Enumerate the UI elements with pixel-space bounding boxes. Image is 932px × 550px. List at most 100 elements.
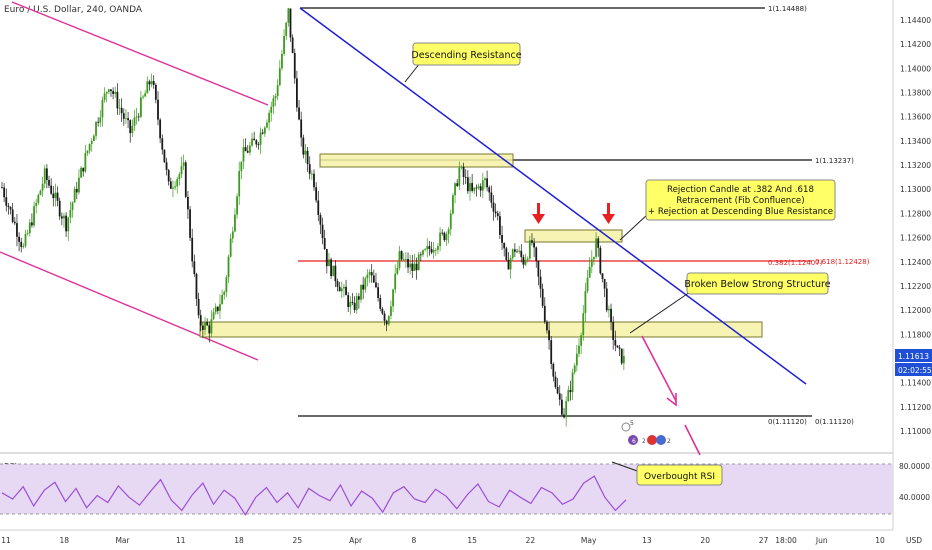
time-tick-label: 18:00 (775, 536, 797, 545)
svg-text:2: 2 (667, 438, 671, 445)
candle-body (556, 387, 559, 394)
time-tick-label: 8 (411, 536, 416, 545)
candle-body (31, 222, 33, 226)
candle-body (248, 145, 251, 153)
candle-body (140, 97, 142, 117)
candle-body (234, 214, 236, 232)
candle-body (137, 116, 140, 118)
candle-body (99, 117, 102, 123)
candle-body (430, 248, 433, 253)
price-axis[interactable]: 1.14400 1.14200 1.14000 1.13800 1.13600 1.134… (900, 16, 931, 436)
candle-body (325, 249, 328, 267)
candle-body (161, 138, 164, 150)
candle-body (441, 232, 444, 234)
candle-body (402, 259, 405, 260)
candle-body (445, 234, 448, 241)
price-tick-label: 1.12000 (900, 306, 931, 315)
candle-body (424, 249, 427, 251)
candle-body (473, 187, 476, 191)
event-badge-icon[interactable] (621, 422, 631, 432)
descending-resistance-line[interactable] (299, 7, 807, 385)
candle-body (432, 249, 435, 253)
candle-body (593, 256, 595, 260)
time-tick-label: 11 (176, 536, 186, 545)
candle-body (434, 249, 437, 251)
candle-body (428, 246, 431, 249)
callout-rejection-line2: Retracement (Fib Confluence) (676, 196, 804, 206)
candle-body (475, 187, 478, 189)
candle-body (586, 277, 589, 292)
countdown-text: 02:02:55 (898, 366, 932, 375)
candle-body (355, 296, 358, 310)
price-tick-label: 1.12200 (900, 282, 931, 291)
time-axis[interactable]: 11 18 Mar 11 18 25 Apr 8 15 22 May 13 20 27 Jun 10 18:00 (1, 536, 885, 545)
candle-body (78, 177, 80, 193)
price-tick-label: 1.11800 (900, 330, 931, 339)
economic-events[interactable]: 5 6 2 2 (621, 420, 671, 445)
candle-body (229, 238, 232, 257)
fib-label-382: 0.382(1.12407) (768, 259, 823, 267)
time-tick-label: 11 (1, 536, 11, 545)
upper-structure-zone[interactable] (319, 153, 514, 168)
candle-body (605, 288, 608, 311)
candle-body (118, 107, 121, 109)
candle-body (45, 168, 48, 181)
candle-body (272, 98, 275, 107)
candle-body (413, 263, 416, 271)
candle-body (501, 234, 503, 243)
candle-body (219, 304, 221, 311)
candle-body (608, 308, 610, 311)
projection-arrow-line (641, 335, 677, 402)
candle-body (496, 213, 499, 217)
candle-body (75, 188, 78, 193)
rsi-tick-40: 40.0000 (899, 493, 930, 502)
candle-body (159, 119, 162, 139)
candle-body (550, 340, 553, 364)
channel-lower-line[interactable] (0, 251, 259, 361)
fib-label-high: 1(1.14488) (768, 5, 807, 13)
candle-body (13, 221, 16, 224)
candle-body (546, 321, 548, 331)
candle-body (503, 242, 506, 249)
rsi-line[interactable] (1, 475, 627, 516)
flag-icon[interactable] (628, 435, 638, 445)
candle-body (20, 241, 23, 247)
price-tick-label: 1.14400 (900, 16, 931, 25)
candle-body (460, 166, 463, 168)
time-tick-label: Jun (815, 536, 828, 545)
channel-upper-line[interactable] (11, 1, 269, 106)
candle-body (328, 259, 330, 267)
fib-label-low-b: 0(1.11120) (815, 418, 854, 426)
candle-body (323, 238, 326, 250)
price-series[interactable] (1, 7, 625, 427)
fib-label-mid: 1(1.13237) (815, 157, 854, 165)
time-tick-label: 18 (234, 536, 244, 545)
candle-body (180, 165, 183, 175)
support-zone[interactable] (199, 321, 763, 338)
candle-body (505, 248, 508, 260)
candle-body (37, 194, 40, 203)
price-tick-label: 1.11000 (900, 427, 931, 436)
candle-body (541, 288, 544, 306)
currency-label: USD (906, 536, 922, 545)
callout-resistance-text: Descending Resistance (411, 50, 521, 61)
red-arrow-right-icon (602, 203, 615, 224)
candle-body (35, 202, 38, 207)
candle-body (54, 192, 57, 199)
candle-body (494, 211, 497, 214)
callout-overbought[interactable] (636, 464, 723, 486)
candle-body (110, 89, 112, 92)
candle-body (56, 192, 59, 201)
candle-body (321, 224, 324, 239)
last-price-badge (895, 349, 932, 362)
callout-resistance[interactable] (412, 42, 521, 66)
candle-body (97, 121, 100, 123)
callout-rejection[interactable] (645, 179, 836, 221)
candle-body (575, 353, 578, 366)
flag-icon[interactable] (647, 435, 657, 445)
candle-body (622, 355, 625, 364)
candle-body (189, 209, 191, 238)
flag-icon[interactable] (656, 435, 666, 445)
callout-broken-below[interactable] (686, 272, 829, 295)
